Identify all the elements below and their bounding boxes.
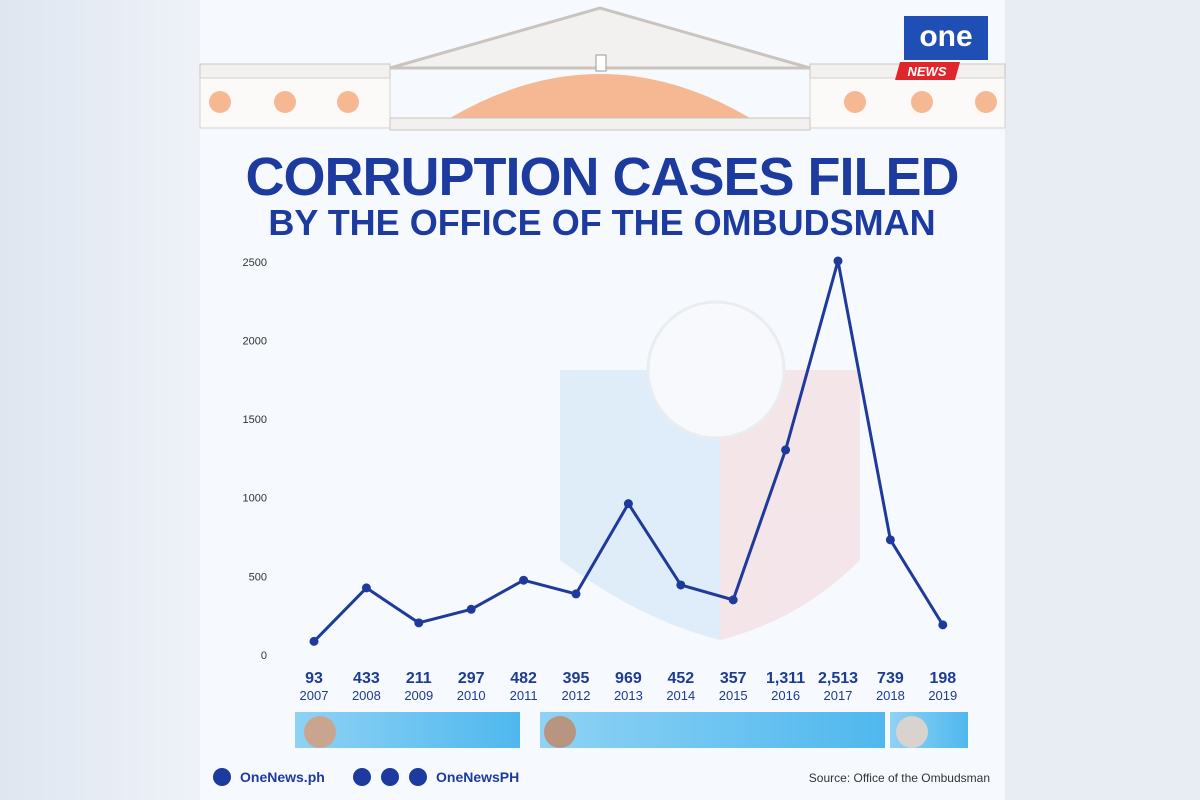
point: [623, 499, 633, 509]
chart-title: CORRUPTION CASES FILED: [245, 147, 958, 207]
y-tick-label: 2000: [243, 336, 267, 348]
point: [571, 589, 581, 599]
value-label: 211: [406, 670, 432, 687]
value-label: 297: [458, 670, 485, 687]
icon: [353, 768, 371, 786]
y-tick-label: 500: [249, 571, 267, 583]
x-tick-label: 2018: [876, 688, 905, 703]
y-tick-label: 1000: [243, 493, 267, 505]
x-tick-label: 2011: [510, 688, 538, 703]
watermark: [560, 300, 860, 640]
point: [519, 575, 529, 585]
point: [414, 618, 424, 628]
logo-text: one: [919, 20, 972, 53]
logo-text: NEWS: [908, 64, 947, 79]
x-tick-label: 2012: [562, 688, 591, 703]
point: [309, 636, 319, 646]
point: [676, 580, 686, 590]
x-tick-label: 2014: [666, 688, 695, 703]
icon: [409, 768, 427, 786]
value-label: 739: [877, 670, 904, 687]
logo: one NEWS: [895, 16, 988, 80]
y-tick-label: 2500: [243, 257, 267, 269]
website: OneNews.ph: [240, 769, 325, 785]
value-label: 452: [667, 670, 694, 687]
value-label: 93: [305, 670, 323, 687]
point: [885, 535, 895, 545]
value-label: 357: [720, 670, 747, 687]
y-tick-label: 1500: [243, 414, 267, 426]
value-label: 482: [510, 670, 537, 687]
value-label: 395: [563, 670, 590, 687]
icon: [213, 768, 231, 786]
icon: [381, 768, 399, 786]
social: OneNewsPH: [436, 769, 519, 785]
point: [728, 595, 738, 605]
side-bg: [1005, 0, 1200, 800]
y-tick-label: 0: [261, 650, 267, 662]
point: [361, 583, 371, 593]
x-tick-label: 2010: [457, 688, 486, 703]
value-label: 2,513: [818, 670, 858, 687]
value-label: 969: [615, 670, 642, 687]
photo-strip: [295, 712, 968, 748]
point: [781, 445, 791, 455]
x-tick-label: 2019: [928, 688, 957, 703]
point: [833, 256, 843, 266]
panel: [200, 0, 1005, 800]
point: [938, 620, 948, 630]
x-tick-label: 2009: [404, 688, 433, 703]
x-tick-label: 2015: [719, 688, 748, 703]
source: Source: Office of the Ombudsman: [809, 771, 990, 785]
value-label: 1,311: [766, 670, 805, 687]
side-bg: [0, 0, 200, 800]
chart-subtitle: BY THE OFFICE OF THE OMBUDSMAN: [268, 202, 935, 243]
x-tick-label: 2013: [614, 688, 643, 703]
facade: [199, 6, 1006, 131]
x-tick-label: 2007: [300, 688, 329, 703]
x-tick-label: 2008: [352, 688, 381, 703]
x-tick-label: 2017: [824, 688, 853, 703]
x-tick-label: 2016: [771, 688, 800, 703]
value-label: 198: [929, 670, 956, 687]
point: [466, 604, 476, 614]
value-label: 433: [353, 670, 380, 687]
